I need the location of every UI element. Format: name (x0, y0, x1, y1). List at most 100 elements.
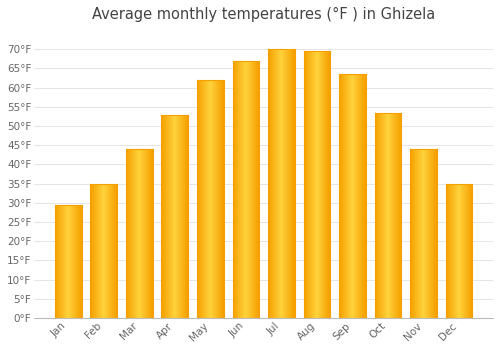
Bar (63, 205, 64, 318)
Bar (187, 114, 188, 318)
Bar (200, 80, 201, 318)
Bar (91, 184, 92, 318)
Bar (198, 80, 199, 318)
Bar (352, 74, 353, 318)
Bar (138, 149, 140, 318)
Bar (150, 149, 152, 318)
Bar (394, 113, 395, 318)
Bar (282, 49, 284, 318)
Bar (169, 114, 170, 318)
Bar (286, 49, 288, 318)
Bar (232, 61, 233, 318)
Bar (107, 184, 108, 318)
Bar (116, 184, 117, 318)
Bar (374, 113, 375, 318)
Bar (99, 184, 100, 318)
Bar (105, 184, 106, 318)
Bar (97, 184, 98, 318)
Bar (377, 113, 378, 318)
Bar (250, 61, 251, 318)
Bar (290, 49, 292, 318)
Bar (245, 61, 246, 318)
Bar (103, 184, 104, 318)
Bar (354, 74, 355, 318)
Bar (462, 184, 463, 318)
Bar (96, 184, 97, 318)
Bar (204, 80, 205, 318)
Bar (242, 61, 243, 318)
Bar (77, 205, 78, 318)
Bar (347, 74, 348, 318)
Bar (460, 184, 461, 318)
Bar (246, 61, 247, 318)
Bar (216, 80, 217, 318)
Bar (248, 61, 249, 318)
Bar (446, 184, 447, 318)
Bar (185, 114, 186, 318)
Bar (284, 49, 286, 318)
Bar (181, 114, 182, 318)
Bar (453, 184, 454, 318)
Bar (449, 184, 450, 318)
Bar (350, 74, 351, 318)
Bar (339, 74, 340, 318)
Bar (388, 113, 389, 318)
Bar (329, 51, 330, 318)
Bar (186, 114, 187, 318)
Bar (321, 51, 322, 318)
Bar (398, 113, 399, 318)
Bar (428, 149, 430, 318)
Bar (426, 149, 428, 318)
Bar (342, 74, 343, 318)
Bar (456, 184, 457, 318)
Bar (244, 61, 245, 318)
Bar (325, 51, 326, 318)
Bar (306, 51, 307, 318)
Bar (164, 114, 165, 318)
Bar (389, 113, 390, 318)
Bar (320, 51, 321, 318)
Bar (454, 184, 455, 318)
Bar (202, 80, 203, 318)
Bar (356, 74, 357, 318)
Bar (471, 184, 472, 318)
Bar (76, 205, 77, 318)
Bar (310, 51, 311, 318)
Bar (465, 184, 466, 318)
Bar (60, 205, 61, 318)
Bar (304, 51, 305, 318)
Bar (349, 74, 350, 318)
Bar (209, 80, 210, 318)
Bar (212, 80, 213, 318)
Bar (90, 184, 91, 318)
Bar (383, 113, 384, 318)
Bar (272, 49, 274, 318)
Bar (396, 113, 397, 318)
Bar (452, 184, 453, 318)
Bar (75, 205, 76, 318)
Bar (115, 184, 116, 318)
Bar (171, 114, 172, 318)
Bar (180, 114, 181, 318)
Bar (68, 205, 69, 318)
Bar (166, 114, 167, 318)
Bar (375, 113, 376, 318)
Bar (323, 51, 324, 318)
Bar (199, 80, 200, 318)
Bar (450, 184, 451, 318)
Bar (80, 205, 81, 318)
Bar (110, 184, 111, 318)
Bar (176, 114, 177, 318)
Bar (448, 184, 449, 318)
Bar (432, 149, 434, 318)
Bar (112, 184, 113, 318)
Bar (205, 80, 206, 318)
Bar (317, 51, 318, 318)
Bar (197, 80, 198, 318)
Bar (461, 184, 462, 318)
Bar (455, 184, 456, 318)
Bar (255, 61, 256, 318)
Bar (106, 184, 107, 318)
Bar (315, 51, 316, 318)
Bar (102, 184, 103, 318)
